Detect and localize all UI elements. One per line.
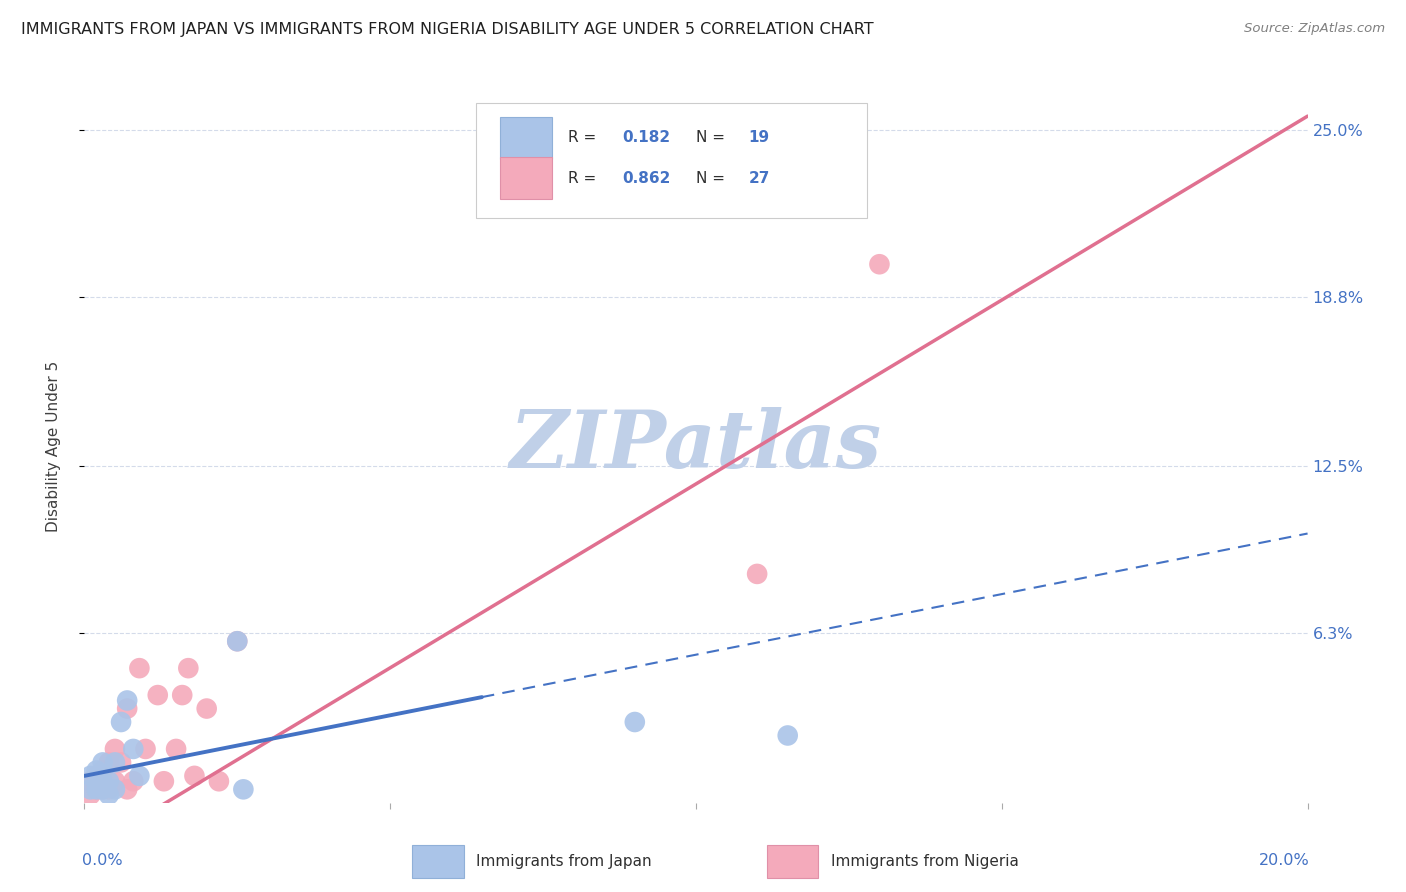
Text: Source: ZipAtlas.com: Source: ZipAtlas.com xyxy=(1244,22,1385,36)
Y-axis label: Disability Age Under 5: Disability Age Under 5 xyxy=(46,360,60,532)
Point xyxy=(104,782,127,797)
Point xyxy=(79,769,101,783)
Point xyxy=(79,782,101,797)
Point xyxy=(97,774,120,789)
Text: IMMIGRANTS FROM JAPAN VS IMMIGRANTS FROM NIGERIA DISABILITY AGE UNDER 5 CORRELAT: IMMIGRANTS FROM JAPAN VS IMMIGRANTS FROM… xyxy=(21,22,873,37)
Point xyxy=(172,688,194,702)
Point xyxy=(91,782,114,797)
Point xyxy=(91,764,114,778)
Text: N =: N = xyxy=(696,130,730,145)
Point xyxy=(104,756,127,770)
Point xyxy=(135,742,157,756)
Point xyxy=(226,634,249,648)
Point xyxy=(195,701,218,715)
Text: R =: R = xyxy=(568,171,600,186)
Point xyxy=(232,782,254,797)
Text: 20.0%: 20.0% xyxy=(1260,853,1310,868)
Point xyxy=(110,756,132,770)
Point xyxy=(128,769,150,783)
Point xyxy=(91,774,114,789)
Text: R =: R = xyxy=(568,130,600,145)
Point xyxy=(226,634,249,648)
Text: 0.862: 0.862 xyxy=(623,171,671,186)
Text: 19: 19 xyxy=(748,130,769,145)
Text: N =: N = xyxy=(696,171,730,186)
Point xyxy=(146,688,169,702)
Point xyxy=(128,661,150,675)
Point xyxy=(115,693,138,707)
Point xyxy=(115,701,138,715)
Point xyxy=(79,788,101,802)
Point xyxy=(86,769,108,783)
Point xyxy=(110,714,132,729)
Point xyxy=(104,742,127,756)
Text: 27: 27 xyxy=(748,171,770,186)
Text: 0.182: 0.182 xyxy=(623,130,671,145)
Text: Immigrants from Japan: Immigrants from Japan xyxy=(475,854,651,869)
Point xyxy=(79,774,101,789)
Point xyxy=(747,566,769,581)
Point xyxy=(104,774,127,789)
FancyBboxPatch shape xyxy=(501,117,551,159)
FancyBboxPatch shape xyxy=(475,103,868,218)
FancyBboxPatch shape xyxy=(501,157,551,200)
Point xyxy=(624,714,647,729)
Point xyxy=(177,661,200,675)
Point xyxy=(208,774,231,789)
Text: 0.0%: 0.0% xyxy=(82,853,122,868)
Point xyxy=(122,774,145,789)
Point xyxy=(86,764,108,778)
Point xyxy=(165,742,187,756)
Point xyxy=(115,782,138,797)
Point xyxy=(183,769,205,783)
FancyBboxPatch shape xyxy=(412,845,464,878)
Point xyxy=(97,756,120,770)
Point xyxy=(97,788,120,802)
Text: Immigrants from Nigeria: Immigrants from Nigeria xyxy=(831,854,1018,869)
Point xyxy=(91,782,114,797)
Point xyxy=(97,782,120,797)
Point xyxy=(869,257,891,271)
Point xyxy=(776,729,799,743)
Point xyxy=(122,742,145,756)
Point xyxy=(86,782,108,797)
Point xyxy=(91,756,114,770)
Point xyxy=(86,782,108,797)
FancyBboxPatch shape xyxy=(766,845,818,878)
Point xyxy=(153,774,176,789)
Text: ZIPatlas: ZIPatlas xyxy=(510,408,882,484)
